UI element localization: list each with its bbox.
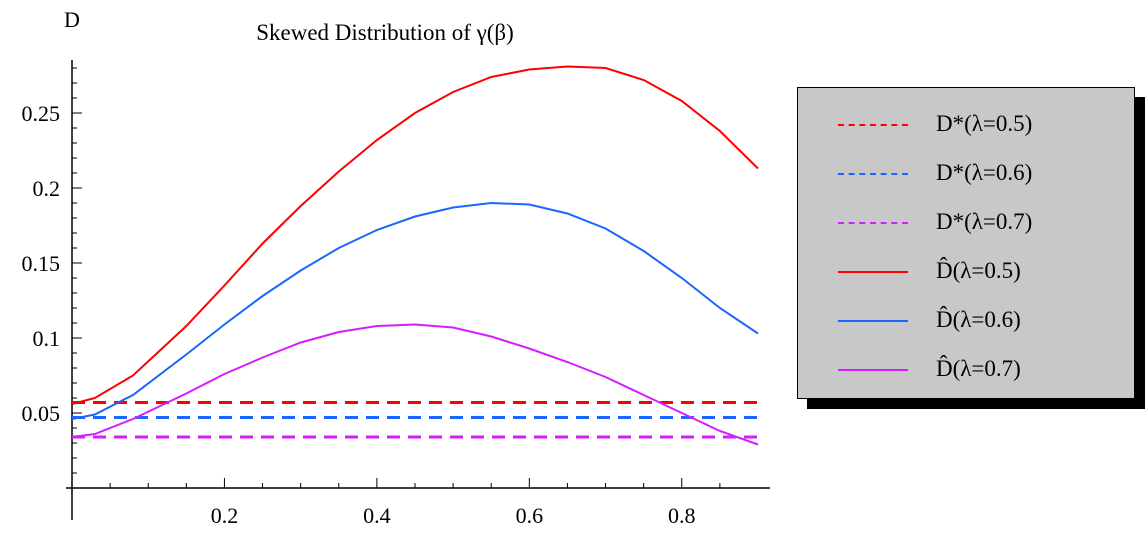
- y-tick-label: 0.2: [33, 176, 61, 201]
- x-tick-label: 0.2: [211, 503, 239, 528]
- legend-item: D̂(λ=0.5): [798, 253, 1134, 293]
- series-lines: [71, 65, 759, 446]
- axes: 0.05 0.1 0.15 0.2 0.25 0.2 0.4 0.6 0.8: [22, 60, 770, 528]
- series-line-5: [71, 201, 759, 420]
- legend-item: D*(λ=0.5): [798, 106, 1134, 146]
- legend-item: D*(λ=0.6): [798, 155, 1134, 195]
- legend-label: D*(λ=0.6): [936, 160, 1033, 185]
- legend-label: D̂(λ=0.5): [936, 258, 1021, 283]
- y-tick-label: 0.1: [33, 326, 61, 351]
- legend-swatch: [838, 320, 908, 322]
- chart-svg: 0.05 0.1 0.15 0.2 0.25 0.2 0.4 0.6 0.8 Skewed Di…: [22, 7, 770, 528]
- legend-label: D*(λ=0.5): [936, 111, 1033, 136]
- legend-item: D̂(λ=0.7): [798, 351, 1134, 391]
- x-tick-label: 0.6: [516, 503, 544, 528]
- series-line-6: [71, 323, 759, 446]
- legend-item: D̂(λ=0.6): [798, 302, 1134, 342]
- chart-title: Skewed Distribution of γ(β): [256, 20, 514, 45]
- legend-label: D̂(λ=0.7): [936, 356, 1021, 381]
- legend-swatch: [838, 369, 908, 371]
- legend-swatch: [838, 124, 908, 126]
- legend-label: D̂(λ=0.6): [936, 307, 1021, 332]
- series-line-4: [71, 65, 759, 405]
- y-tick-label: 0.05: [22, 401, 61, 426]
- legend-label: D*(λ=0.7): [936, 209, 1033, 234]
- legend-item: D*(λ=0.7): [798, 204, 1134, 244]
- legend-swatch: [838, 173, 908, 175]
- x-tick-label: 0.8: [668, 503, 696, 528]
- legend-swatch: [838, 222, 908, 224]
- y-axis-label: D: [64, 7, 80, 32]
- legend: D*(λ=0.5) D*(λ=0.6) D*(λ=0.7) D̂(λ=0.5) D̂(λ…: [797, 87, 1135, 399]
- x-tick-label: 0.4: [363, 503, 391, 528]
- legend-swatch: [838, 271, 908, 273]
- y-tick-label: 0.15: [22, 251, 61, 276]
- y-tick-label: 0.25: [22, 101, 61, 126]
